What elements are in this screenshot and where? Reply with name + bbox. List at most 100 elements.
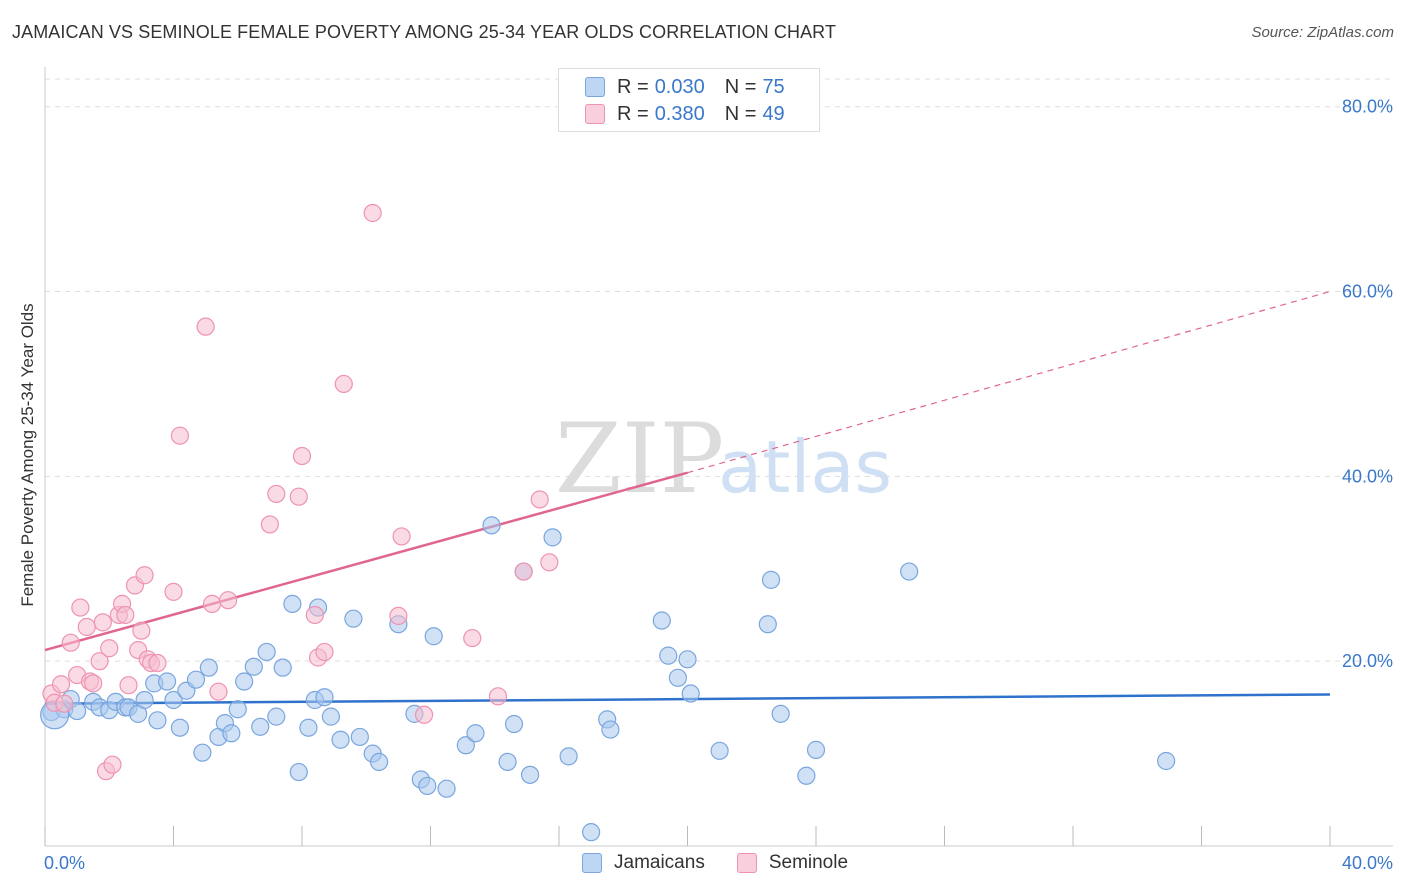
jamaicans-point	[456, 736, 475, 755]
jamaicans-point	[668, 668, 687, 687]
seminole-point	[363, 203, 382, 223]
jamaicans-point	[543, 528, 562, 547]
x-tick-label: 0.0%	[44, 853, 85, 873]
y-axis-label: Female Poverty Among 25-34 Year Olds	[18, 303, 37, 607]
seminole-point	[289, 487, 308, 506]
legend-item-seminole[interactable]: Seminole	[736, 852, 849, 874]
r-label: R =	[617, 75, 649, 98]
seminole-point	[305, 605, 324, 625]
jamaicans-point	[273, 658, 292, 677]
legend-label: Jamaicans	[614, 852, 705, 873]
seminole-point	[219, 591, 238, 610]
jamaicans-point	[482, 516, 501, 535]
seminole-trend-extension	[687, 290, 1331, 474]
jamaicans-point	[559, 747, 578, 766]
jamaicans-point	[710, 741, 729, 760]
seminole-point	[514, 562, 533, 581]
jamaicans-point	[659, 646, 678, 665]
grid-lines	[45, 78, 1393, 662]
seminole-point	[334, 374, 353, 394]
jamaicans-point	[251, 717, 270, 736]
seminole-point	[463, 628, 482, 648]
jamaicans-point	[350, 727, 369, 747]
jamaicans-point	[331, 730, 350, 749]
x-tick-label: 40.0%	[1342, 853, 1393, 873]
jamaicans-point	[235, 672, 254, 691]
jamaicans-point	[186, 670, 206, 689]
jamaicans-point	[199, 658, 218, 677]
y-tick-label: 60.0%	[1342, 282, 1393, 302]
seminole-point	[61, 633, 80, 652]
jamaicans-point	[157, 672, 177, 691]
jamaicans-swatch	[585, 77, 605, 97]
jamaicans-point	[466, 724, 485, 743]
seminole-point	[530, 490, 549, 509]
seminole-point	[71, 598, 90, 617]
n-value: 75	[762, 75, 785, 98]
jamaicans-point	[257, 642, 276, 662]
jamaicans-point	[771, 704, 790, 723]
source-label: Source: ZipAtlas.com	[1251, 24, 1394, 41]
watermark-zip: ZIP	[555, 403, 724, 515]
jamaicans-point	[228, 700, 247, 719]
stats-legend: R = 0.030 N = 75 R = 0.380 N = 49	[558, 68, 820, 132]
legend-label: Seminole	[768, 852, 849, 873]
jamaicans-point	[267, 707, 286, 726]
seminole-point	[148, 653, 167, 673]
jamaicans-point	[504, 714, 524, 734]
jamaicans-point	[135, 690, 154, 710]
jamaicans-point	[283, 594, 302, 613]
seminole-point	[90, 652, 109, 671]
seminole-point	[119, 676, 138, 695]
jamaicans-point	[289, 762, 308, 782]
r-label: R =	[617, 102, 649, 125]
jamaicans-point	[315, 688, 334, 707]
seminole-point	[488, 687, 508, 706]
seminole-swatch	[736, 853, 757, 873]
seminole-point	[55, 694, 74, 713]
r-value: 0.030	[654, 75, 705, 98]
jamaicans-point	[678, 650, 697, 669]
seminole-point	[164, 582, 183, 601]
jamaicans-point	[758, 615, 777, 634]
y-tick-label: 40.0%	[1342, 466, 1393, 486]
jamaicans-point	[797, 766, 816, 785]
jamaicans-point	[370, 752, 389, 772]
n-value: 49	[762, 102, 785, 125]
seminole-point	[292, 446, 312, 466]
series-legend: Jamaicans Seminole	[582, 852, 880, 874]
jamaicans-point	[418, 776, 437, 796]
seminole-point	[93, 613, 112, 632]
seminole-point	[100, 639, 119, 658]
jamaicans-point	[164, 690, 183, 710]
jamaicans-points	[40, 516, 1176, 842]
jamaicans-point	[222, 724, 241, 743]
jamaicans-point	[344, 609, 363, 628]
jamaicans-point	[321, 707, 341, 726]
jamaicans-point	[681, 684, 700, 703]
stats-row-seminole: R = 0.380 N = 49	[585, 103, 785, 125]
jamaicans-point	[652, 611, 671, 630]
seminole-points	[42, 203, 559, 781]
n-label: N =	[724, 75, 757, 98]
seminole-point	[209, 682, 228, 701]
jamaicans-point	[498, 752, 517, 772]
seminole-swatch	[585, 104, 605, 124]
n-label: N =	[724, 102, 757, 125]
jamaicans-point	[299, 718, 318, 737]
tick-labels: 20.0% 40.0% 60.0% 80.0% 0.0% 40.0%	[44, 97, 1393, 873]
jamaicans-point	[437, 779, 456, 798]
seminole-point	[170, 426, 190, 445]
legend-item-jamaicans[interactable]: Jamaicans	[582, 852, 705, 874]
stats-row-jamaicans: R = 0.030 N = 75	[585, 76, 785, 98]
jamaicans-point	[806, 740, 826, 759]
y-tick-label: 80.0%	[1342, 97, 1393, 117]
seminole-point	[202, 594, 222, 613]
jamaicans-point	[170, 718, 190, 737]
seminole-point	[315, 642, 334, 662]
jamaicans-swatch	[582, 853, 602, 873]
jamaicans-point	[900, 562, 919, 581]
jamaicans-point	[424, 627, 443, 646]
